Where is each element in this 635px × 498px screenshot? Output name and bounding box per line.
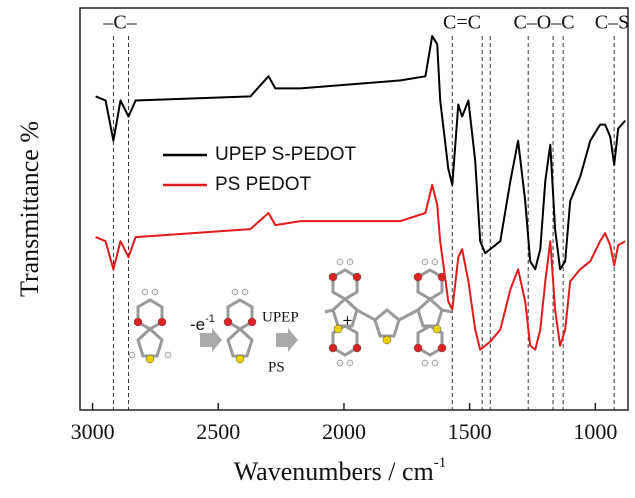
annotation: C–S <box>595 12 629 34</box>
legend-label: PS PEDOT <box>215 174 311 195</box>
ps-label: PS <box>268 359 285 375</box>
x-tick-label: 1000 <box>573 419 617 444</box>
x-axis-label: Wavenumbers / cm-1 <box>234 455 447 486</box>
x-axis-label-sup: -1 <box>434 455 447 471</box>
x-tick-label: 2500 <box>196 419 240 444</box>
charge: + <box>342 314 353 329</box>
x-tick-label: 1500 <box>448 419 492 444</box>
annotation: C=C <box>443 12 481 34</box>
x-tick-label: 2000 <box>322 419 366 444</box>
inset-diagram: + -e-1 UPEP PS <box>129 259 452 375</box>
oxidation-main: -e <box>190 315 205 334</box>
x-axis-label-main: Wavenumbers / cm <box>234 457 434 486</box>
legend-label: UPEP S-PEDOT <box>215 144 357 165</box>
arrow <box>276 328 298 352</box>
series-line <box>96 185 626 350</box>
annotation: –C– <box>102 12 137 34</box>
upep-label: UPEP <box>262 309 299 325</box>
oxidation-sup: -1 <box>205 313 215 325</box>
annotation: C–O–C <box>513 12 574 34</box>
oxidation-label: -e-1 <box>190 313 215 335</box>
y-axis-label: Transmittance % <box>15 121 44 297</box>
chart: Transmittance % Wavenumbers / cm-1 30002… <box>0 0 635 498</box>
x-tick-label: 3000 <box>71 419 115 444</box>
